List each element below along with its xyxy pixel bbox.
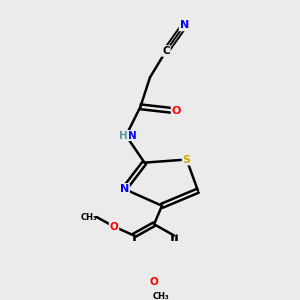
Text: N: N (120, 184, 129, 194)
Text: H: H (119, 130, 128, 141)
Text: C: C (162, 46, 170, 56)
Text: O: O (150, 277, 158, 287)
Text: O: O (172, 106, 181, 116)
Text: N: N (128, 130, 136, 141)
Text: S: S (183, 154, 191, 164)
Text: CH₃: CH₃ (81, 212, 98, 221)
Text: O: O (110, 222, 118, 232)
Text: N: N (180, 20, 189, 30)
Text: CH₃: CH₃ (153, 292, 169, 300)
